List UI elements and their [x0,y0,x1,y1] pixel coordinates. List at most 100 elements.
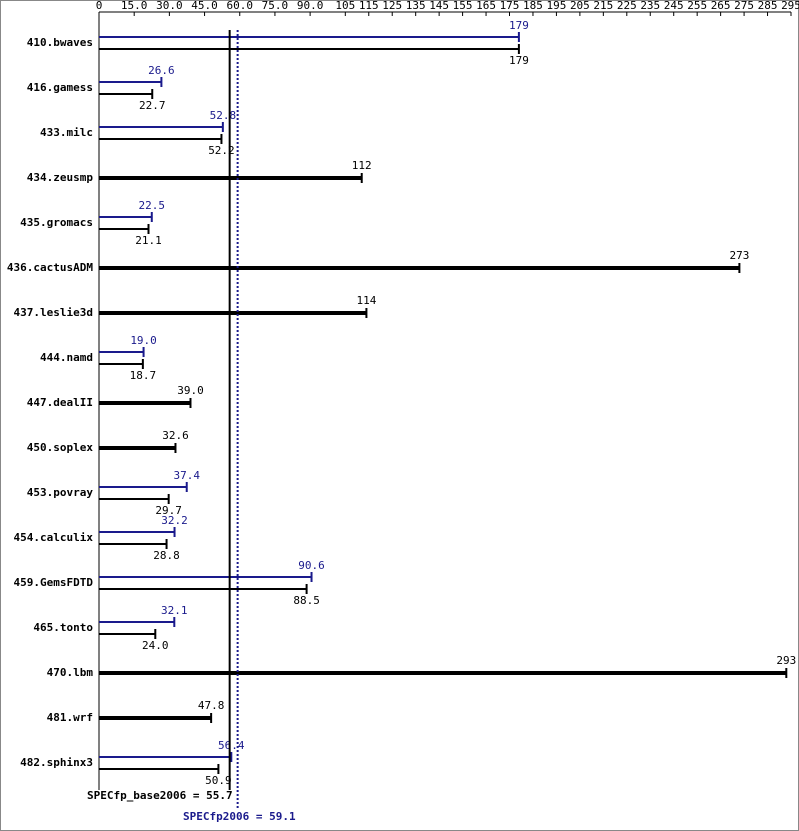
bar [99,572,313,582]
x-tick-label: 185 [523,0,543,12]
value-label: 47.8 [198,699,225,712]
value-label: 18.7 [130,369,157,382]
bar [99,44,520,54]
category-label: 450.soplex [27,441,94,454]
x-tick-label: 0 [96,0,103,12]
bar [99,308,368,318]
category-label: 434.zeusmp [27,171,94,184]
value-label: 26.6 [148,64,175,77]
value-label: 112 [352,159,372,172]
value-label: 56.4 [218,739,245,752]
category-label: 444.namd [40,351,93,364]
value-label: 179 [509,54,529,67]
value-label: 37.4 [173,469,200,482]
value-label: 50.9 [205,774,232,787]
value-label: 293 [776,654,796,667]
value-label: 29.7 [155,504,182,517]
x-tick-label: 215 [593,0,613,12]
value-label: 22.7 [139,99,166,112]
category-label: 435.gromacs [20,216,93,229]
category-label: 454.calculix [14,531,94,544]
x-tick-label: 295 [781,0,799,12]
bar [99,263,741,273]
category-label: 482.sphinx3 [20,756,93,769]
value-label: 114 [356,294,376,307]
bar [99,212,153,222]
bar [99,398,192,408]
bar [99,482,188,492]
bar [99,89,154,99]
bar [99,32,520,42]
category-label: 465.tonto [33,621,93,634]
x-tick-label: 175 [500,0,520,12]
x-tick-label: 115 [359,0,379,12]
x-tick-label: 145 [429,0,449,12]
bar [99,134,223,144]
x-tick-label: 195 [546,0,566,12]
bar [99,77,163,87]
category-label: 436.cactusADM [7,261,93,274]
x-tick-label: 30.0 [156,0,183,12]
bar [99,752,233,762]
bar [99,629,157,639]
value-label: 88.5 [293,594,320,607]
value-label: 179 [509,19,529,32]
x-tick-label: 75.0 [262,0,289,12]
value-label: 24.0 [142,639,169,652]
x-tick-label: 60.0 [226,0,253,12]
x-tick-label: 275 [734,0,754,12]
value-label: 273 [729,249,749,262]
x-tick-label: 205 [570,0,590,12]
x-tick-label: 225 [617,0,637,12]
x-tick-label: 45.0 [191,0,218,12]
x-tick-label: 125 [382,0,402,12]
value-label: 21.1 [135,234,162,247]
category-label: 410.bwaves [27,36,93,49]
category-label: 470.lbm [47,666,94,679]
bar [99,617,176,627]
bar [99,359,144,369]
bar [99,224,150,234]
x-tick-label: 15.0 [121,0,148,12]
value-label: 22.5 [139,199,166,212]
value-label: 28.8 [153,549,180,562]
bar [99,443,177,453]
x-tick-label: 285 [758,0,778,12]
bar [99,539,168,549]
x-tick-label: 255 [687,0,707,12]
bar [99,347,145,357]
x-tick-label: 165 [476,0,496,12]
bar [99,764,220,774]
category-label: 481.wrf [47,711,93,724]
x-tick-label: 155 [453,0,473,12]
bar [99,122,224,132]
bar [99,527,176,537]
x-tick-label: 135 [406,0,426,12]
bar [99,713,213,723]
bar [99,668,788,678]
category-label: 459.GemsFDTD [14,576,94,589]
value-label: 90.6 [298,559,325,572]
x-tick-label: 105 [335,0,355,12]
category-label: 437.leslie3d [14,306,93,319]
x-tick-label: 90.0 [297,0,324,12]
x-tick-label: 235 [640,0,660,12]
category-label: 416.gamess [27,81,93,94]
category-label: 447.dealII [27,396,93,409]
value-label: 32.6 [162,429,189,442]
reference-label: SPECfp_base2006 = 55.7 [87,789,233,802]
value-label: 19.0 [130,334,157,347]
value-label: 52.8 [210,109,237,122]
category-label: 453.povray [27,486,94,499]
reference-label: SPECfp2006 = 59.1 [183,810,296,823]
x-tick-label: 265 [711,0,731,12]
value-label: 32.2 [161,514,188,527]
bar [99,584,308,594]
value-label: 39.0 [177,384,204,397]
value-label: 32.1 [161,604,188,617]
bar [99,494,170,504]
x-tick-label: 245 [664,0,684,12]
